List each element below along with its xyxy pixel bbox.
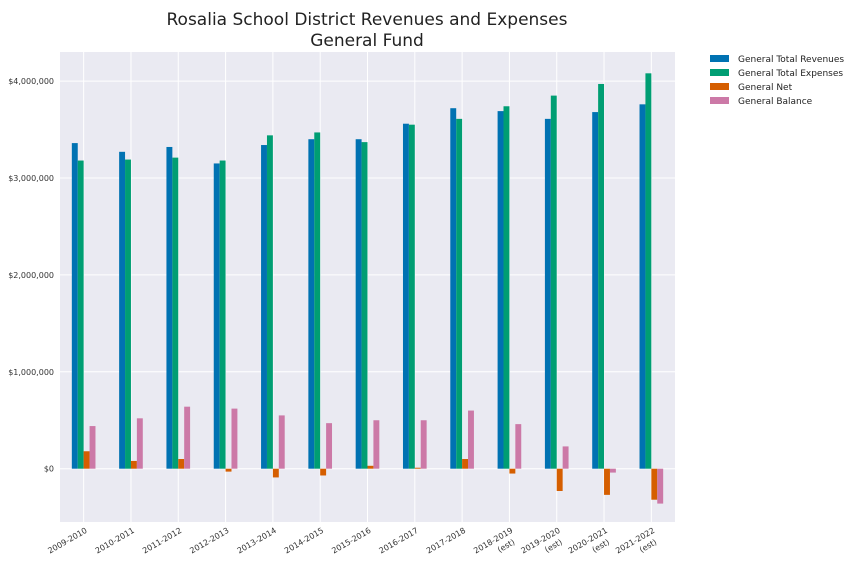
bar: [450, 108, 457, 469]
bar: [657, 468, 664, 504]
x-tick-label: 2021-2022(est): [614, 526, 662, 565]
bar: [213, 163, 220, 469]
bar: [231, 408, 238, 469]
bar: [130, 460, 137, 469]
y-tick-label: $3,000,000: [8, 174, 54, 183]
legend-label: General Total Expenses: [738, 69, 843, 79]
legend-swatch: [710, 97, 729, 104]
bar: [609, 468, 616, 473]
bar: [645, 73, 652, 469]
bar: [562, 446, 569, 469]
y-tick-label: $2,000,000: [8, 271, 54, 280]
bar: [166, 146, 173, 469]
bar: [261, 145, 267, 469]
y-tick-label: $1,000,000: [8, 368, 54, 377]
bar: [314, 132, 321, 469]
legend-swatch: [710, 55, 729, 62]
bars: [71, 73, 664, 504]
bar: [497, 111, 504, 469]
x-tick-label: 2017-2018: [425, 526, 467, 556]
bar: [598, 83, 605, 469]
y-axis-ticks: $0 $1,000,000 $2,000,000 $3,000,000 $4,000,0…: [8, 77, 54, 474]
legend-label: General Total Revenues: [738, 55, 844, 65]
legend-label: General Balance: [738, 97, 813, 107]
bar: [125, 159, 131, 469]
x-tick-label: 2009-2010: [46, 526, 88, 556]
bar: [592, 112, 599, 469]
chart-subtitle: General Fund: [310, 31, 424, 51]
x-axis-ticks: 2009-2010 2010-2011 2011-2012 2012-2013 2013…: [46, 526, 662, 565]
bar: [178, 459, 185, 469]
bar: [320, 468, 327, 476]
legend: General Total Revenues General Total Expe…: [710, 55, 844, 107]
bar: [556, 468, 563, 491]
bar: [184, 406, 191, 469]
bar: [420, 420, 427, 469]
bar: [604, 468, 610, 495]
bar: [326, 423, 333, 469]
bar: [367, 465, 374, 469]
x-tick-label: 2013-2014: [236, 526, 278, 556]
bar: [402, 123, 409, 469]
bar: [414, 467, 421, 469]
x-tick-label: 2019-2020(est): [519, 526, 567, 565]
bar: [225, 468, 232, 472]
bar: [503, 106, 510, 469]
bar: [456, 118, 463, 469]
legend-swatch: [710, 69, 729, 76]
bar: [639, 104, 646, 469]
legend-label: General Net: [738, 83, 793, 93]
x-tick-label: 2016-2017: [378, 526, 420, 556]
bar: [550, 95, 557, 469]
bar: [278, 415, 285, 469]
x-tick-label: 2014-2015: [283, 526, 325, 556]
x-tick-label: 2015-2016: [330, 526, 372, 556]
bar: [77, 160, 84, 469]
bar: [361, 142, 368, 469]
bar: [219, 160, 226, 469]
bar: [515, 424, 522, 469]
bar: [119, 151, 126, 469]
x-tick-label: 2010-2011: [94, 526, 136, 556]
bar: [272, 468, 279, 478]
x-tick-label: 2012-2013: [188, 526, 230, 556]
chart-title: Rosalia School District Revenues and Exp…: [167, 10, 568, 30]
y-tick-label: $0: [44, 465, 54, 474]
bar: [509, 468, 516, 474]
bar: [373, 420, 380, 469]
x-tick-label: 2018-2019(est): [472, 526, 520, 565]
bar: [71, 143, 78, 469]
bar: [468, 410, 474, 469]
bar: [408, 124, 415, 469]
x-tick-label: 2011-2012: [141, 526, 183, 556]
x-tick-label: 2020-2021(est): [567, 526, 615, 565]
y-tick-label: $4,000,000: [8, 77, 54, 86]
bar: [266, 135, 273, 469]
legend-swatch: [710, 83, 729, 90]
bar: [651, 468, 658, 500]
bar: [308, 139, 315, 469]
bar: [89, 426, 96, 469]
bar: [462, 459, 469, 469]
bar: [83, 451, 90, 469]
bar: [136, 418, 143, 469]
bar: [544, 118, 551, 469]
bar: [172, 157, 179, 469]
bar: [355, 139, 362, 469]
